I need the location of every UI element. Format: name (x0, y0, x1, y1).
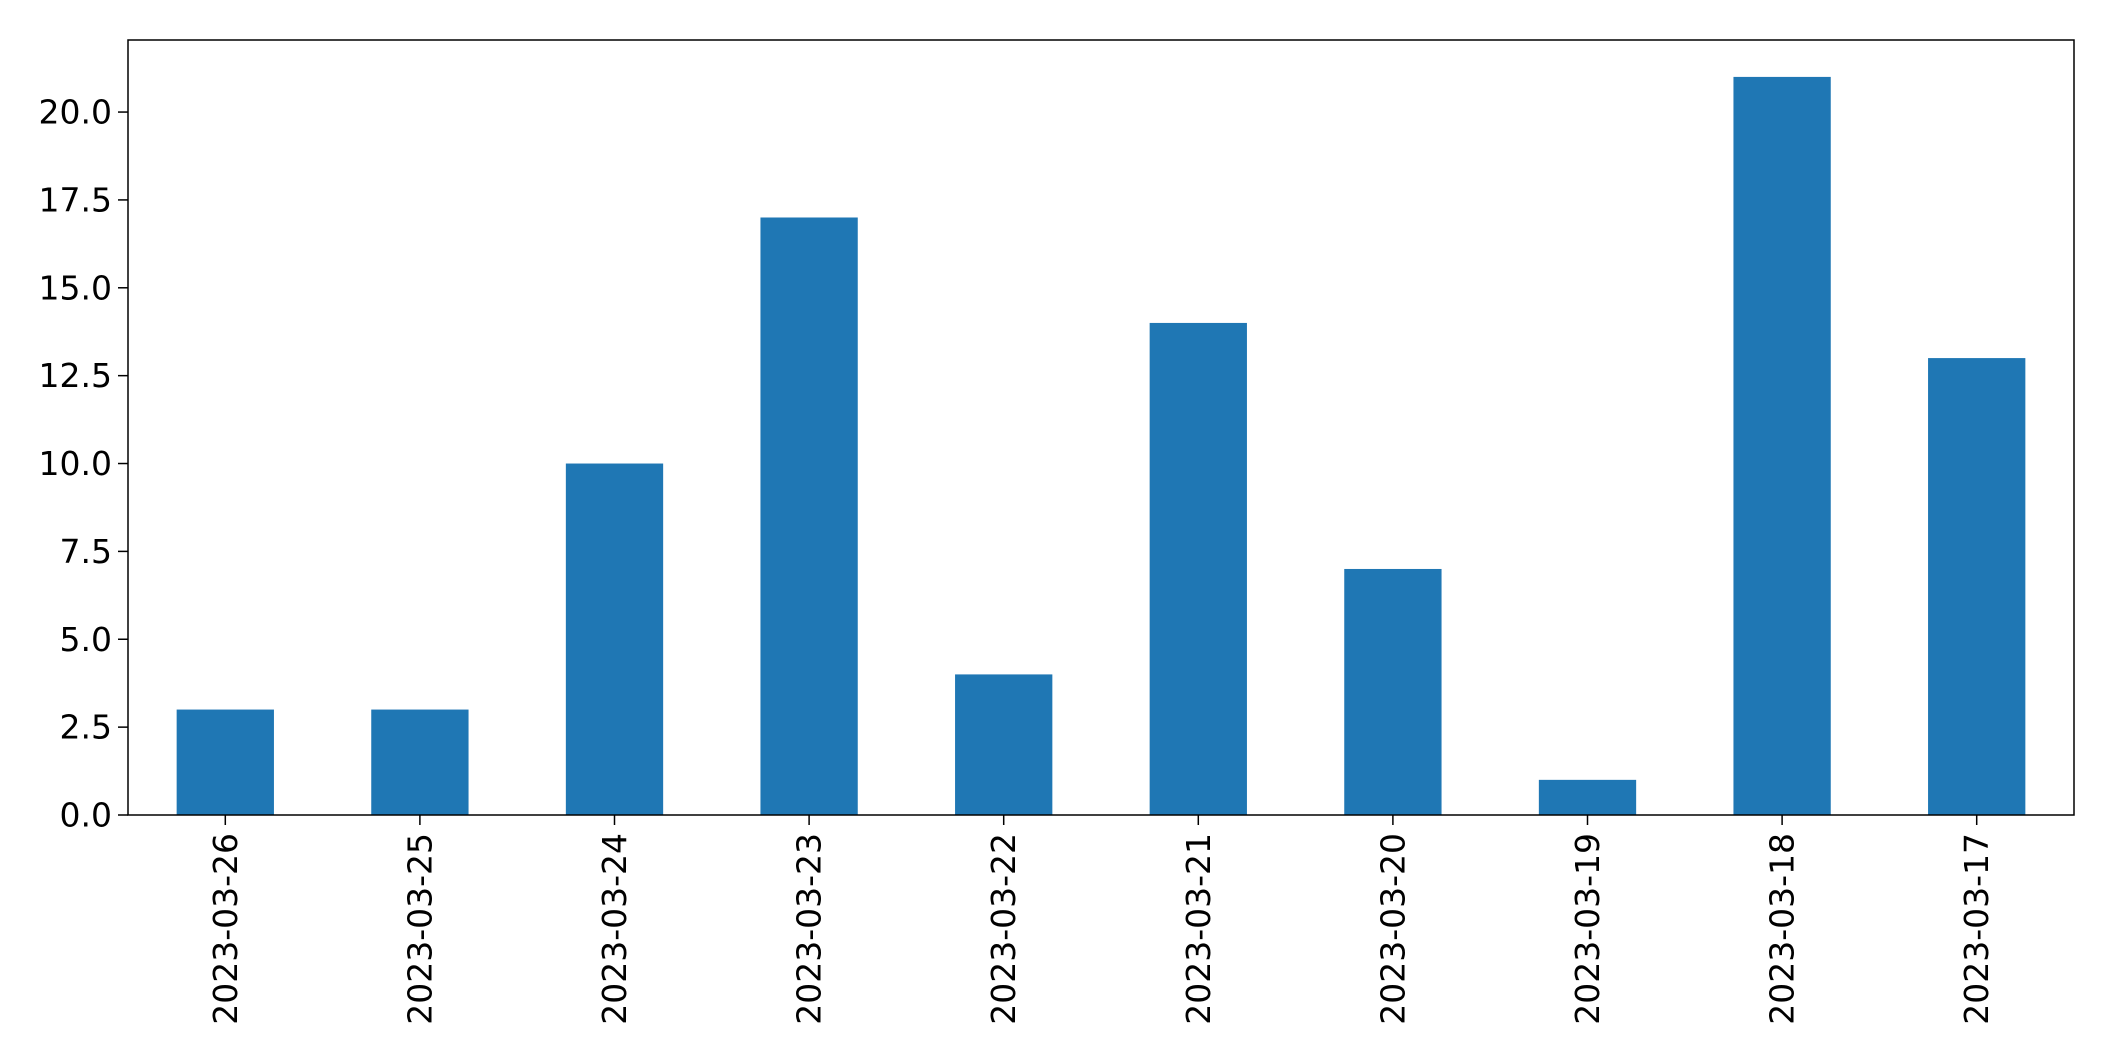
x-tick-label: 2023-03-19 (1568, 833, 1607, 1025)
plot-frame (127, 39, 2075, 816)
x-tick-label: 2023-03-17 (1957, 833, 1996, 1025)
y-tick-label: 7.5 (60, 532, 112, 571)
bar-2023-03-24 (565, 463, 664, 815)
x-tick-label: 2023-03-26 (206, 833, 245, 1025)
x-tick-label: 2023-03-23 (790, 833, 829, 1025)
y-tick-label: 2.5 (60, 708, 112, 747)
bar-2023-03-23 (760, 217, 858, 815)
x-tick-label: 2023-03-18 (1763, 833, 1802, 1025)
bar-2023-03-18 (1733, 76, 1831, 815)
x-tick-label: 2023-03-25 (400, 833, 439, 1025)
x-tick-label: 2023-03-22 (984, 833, 1023, 1025)
y-tick-label: 12.5 (39, 356, 112, 395)
x-tick-label: 2023-03-20 (1373, 833, 1412, 1025)
bar-2023-03-25 (371, 709, 469, 815)
y-tick-label: 5.0 (60, 620, 112, 659)
y-axis-ticks: 0.0 2.5 5.0 7.5 10.0 12.5 15.0 17.5 20.0 (39, 93, 128, 835)
bars-group (176, 76, 2026, 815)
bar-2023-03-21 (1149, 322, 1247, 815)
bar-2023-03-19 (1538, 779, 1637, 815)
x-tick-label: 2023-03-21 (1179, 833, 1218, 1025)
bar-2023-03-17 (1928, 358, 2026, 815)
y-tick-label: 10.0 (39, 444, 112, 483)
y-tick-label: 17.5 (39, 180, 112, 219)
y-tick-label: 0.0 (60, 796, 112, 835)
bar-2023-03-22 (955, 674, 1053, 815)
y-tick-label: 15.0 (39, 268, 112, 307)
x-axis-ticks: 2023-03-26 2023-03-25 2023-03-24 2023-03-23… (206, 815, 1996, 1025)
x-tick-label: 2023-03-24 (595, 833, 634, 1025)
bar-2023-03-26 (176, 709, 274, 815)
y-tick-label: 20.0 (39, 93, 112, 132)
bar-2023-03-20 (1344, 568, 1442, 815)
